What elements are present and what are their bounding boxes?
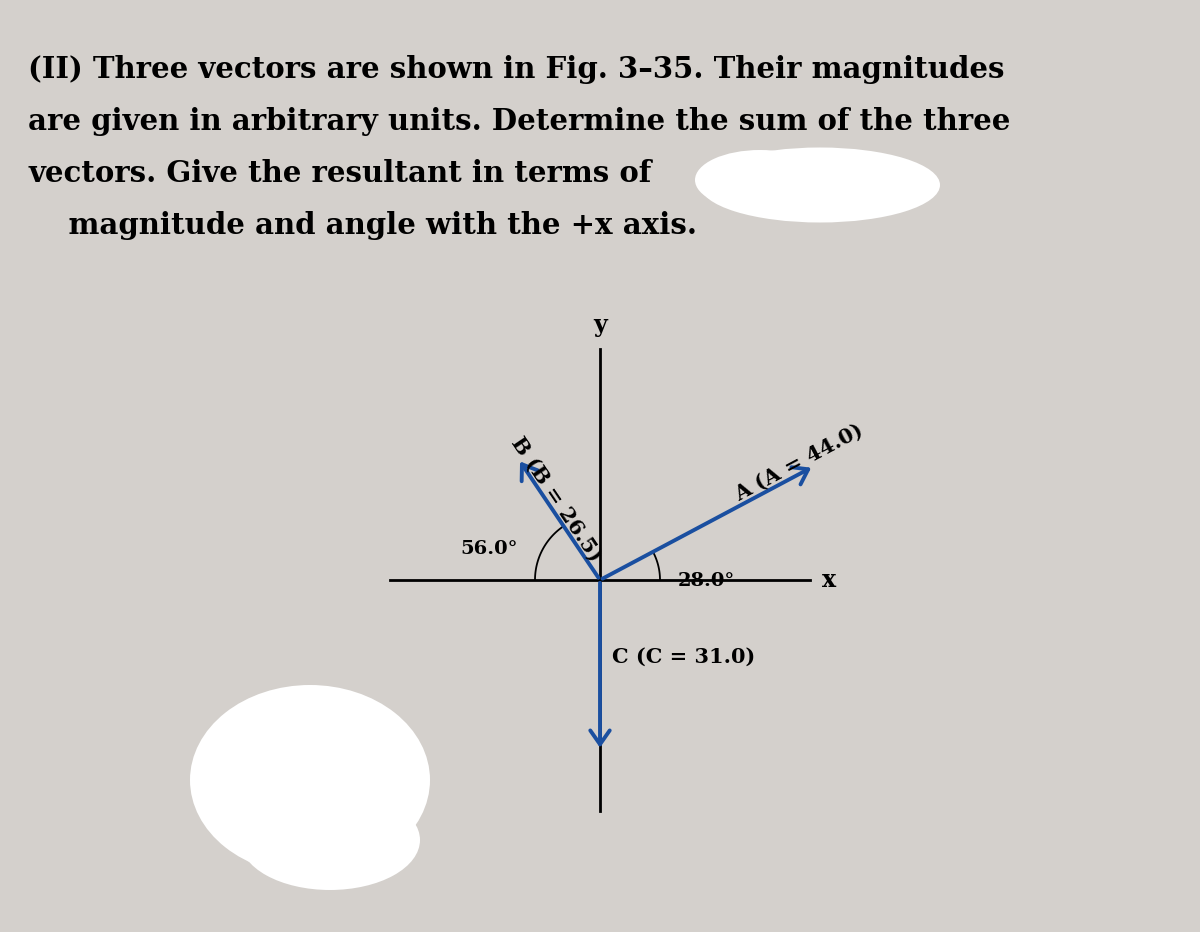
Text: B (B = 26.5): B (B = 26.5)	[508, 433, 605, 565]
Ellipse shape	[695, 150, 826, 210]
Ellipse shape	[700, 147, 940, 223]
Ellipse shape	[190, 685, 430, 875]
Text: 28.0°: 28.0°	[678, 572, 734, 590]
Text: 56.0°: 56.0°	[461, 541, 518, 558]
Text: C (C = 31.0): C (C = 31.0)	[612, 647, 755, 666]
Text: x: x	[822, 568, 836, 592]
Text: magnitude and angle with the +x axis.: magnitude and angle with the +x axis.	[28, 211, 697, 240]
Text: A (A = 44.0): A (A = 44.0)	[731, 420, 866, 504]
Text: (II) Three vectors are shown in Fig. 3–35. Their magnitudes: (II) Three vectors are shown in Fig. 3–3…	[28, 55, 1004, 84]
Text: y: y	[593, 313, 607, 337]
Text: are given in arbitrary units. Determine the sum of the three: are given in arbitrary units. Determine …	[28, 107, 1010, 136]
Text: vectors. Give the resultant in terms of: vectors. Give the resultant in terms of	[28, 159, 652, 188]
Ellipse shape	[240, 790, 420, 890]
